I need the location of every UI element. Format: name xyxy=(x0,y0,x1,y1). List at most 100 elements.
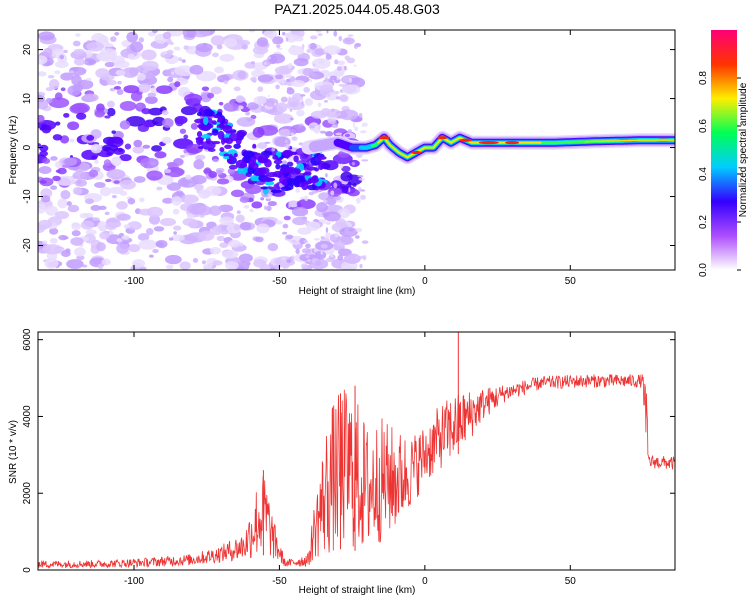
spectrogram-blob xyxy=(94,109,106,118)
spectrogram-blob xyxy=(173,231,177,235)
spectrogram-xtick-label: 50 xyxy=(565,276,577,287)
spectrogram-blob xyxy=(55,121,61,126)
spectrogram-blob xyxy=(67,85,82,96)
spectrogram-faint-blob xyxy=(264,141,271,144)
spectrogram-blob xyxy=(207,92,215,99)
spectrogram-blob xyxy=(252,126,265,138)
spectrogram-blob xyxy=(132,259,146,268)
spectrogram-blob xyxy=(223,80,229,85)
spectrogram-faint-blob xyxy=(323,236,330,239)
spectrogram-faint-blob xyxy=(295,248,300,255)
colorbar-tick-label: 0.2 xyxy=(698,215,709,229)
spectrogram-blob xyxy=(136,73,146,81)
spectrogram-blob xyxy=(262,59,271,67)
spectrogram-blob xyxy=(184,93,203,104)
spectrogram-core-blob xyxy=(272,154,279,160)
spectrogram-blob xyxy=(327,187,342,197)
spectrogram-faint-blob xyxy=(359,130,367,134)
colorbar-label: Normalized spectral amplitude xyxy=(738,82,749,217)
spectrogram-blob xyxy=(96,52,108,61)
spectrogram-faint-blob xyxy=(288,96,291,102)
spectrogram-blob xyxy=(195,154,206,160)
spectrogram-blob xyxy=(127,53,136,60)
spectrogram-blob xyxy=(67,204,80,213)
spectrogram-faint-blob xyxy=(304,195,309,202)
spectrogram-core-blob xyxy=(233,153,238,158)
spectrogram-blob xyxy=(214,66,224,74)
spectrogram-faint-blob xyxy=(312,190,318,194)
spectrogram-faint-blob xyxy=(323,214,329,218)
spectrogram-blob xyxy=(173,157,184,166)
spectrogram-faint-blob xyxy=(335,132,343,136)
spectrogram-blob xyxy=(88,169,99,178)
snr-ylabel: SNR (10 * v/v) xyxy=(8,420,19,484)
spectrogram-faint-blob xyxy=(271,147,276,152)
spectrogram-faint-blob xyxy=(303,240,309,244)
spectrogram-blob xyxy=(293,57,309,67)
spectrogram-faint-blob xyxy=(301,100,304,106)
spectrogram-blob xyxy=(185,143,203,154)
spectrogram-faint-blob xyxy=(325,227,329,233)
spectrogram-blob xyxy=(123,224,130,229)
spectrogram-blob xyxy=(148,107,164,116)
spectrogram-faint-blob xyxy=(351,161,356,166)
spectrogram-blob xyxy=(75,33,81,37)
spectrogram-blob xyxy=(82,93,99,102)
spectrogram-blob xyxy=(92,217,100,221)
spectrogram-faint-blob xyxy=(322,199,328,203)
spectrogram-faint-blob xyxy=(359,263,363,269)
spectrogram-blob xyxy=(142,120,153,128)
spectrogram-blob xyxy=(228,239,241,248)
spectrogram-blob xyxy=(184,152,190,157)
spectrogram-blob xyxy=(40,180,47,184)
spectrogram-blob xyxy=(60,189,71,200)
spectrogram-faint-blob xyxy=(295,30,300,34)
spectrogram-blob xyxy=(243,205,250,209)
spectrogram-faint-blob xyxy=(354,126,359,132)
spectrogram-blob xyxy=(230,189,245,198)
spectrogram-faint-blob xyxy=(358,177,365,181)
snr-ytick-label: 2000 xyxy=(22,482,33,505)
spectrogram-blob xyxy=(228,164,238,170)
spectrogram-blob xyxy=(71,222,82,231)
spectrogram-core-blob xyxy=(228,153,233,160)
spectrogram-blob xyxy=(154,151,167,159)
spectrogram-blob xyxy=(336,242,346,247)
spectrogram-blob xyxy=(237,70,247,80)
spectrogram-faint-blob xyxy=(318,59,325,64)
spectrogram-blob xyxy=(142,144,151,149)
spectrogram-blob xyxy=(202,263,213,270)
spectrogram-blob xyxy=(105,222,118,231)
spectrogram-ylabel: Frequency (Hz) xyxy=(8,116,19,185)
spectrogram-blob xyxy=(211,52,219,58)
spectrogram-blob xyxy=(174,81,181,88)
spectrogram-blob xyxy=(250,61,256,65)
spectrogram-core-blob xyxy=(318,162,324,171)
spectrogram-blob xyxy=(224,261,239,270)
spectrogram-blob xyxy=(38,219,53,229)
spectrogram-blob xyxy=(201,260,206,265)
spectrogram-blob xyxy=(314,250,327,260)
spectrogram-blob xyxy=(47,74,55,79)
spectrogram-blob xyxy=(352,183,357,187)
spectrogram-blob xyxy=(113,180,120,184)
spectrogram-blob xyxy=(235,95,245,103)
spectrogram-faint-blob xyxy=(281,160,288,166)
spectrogram-blob xyxy=(132,145,145,154)
spectrogram-core-blob xyxy=(293,155,299,163)
spectrogram-blob xyxy=(104,211,110,216)
spectrogram-blob xyxy=(281,32,286,36)
spectrogram-core-blob xyxy=(198,123,209,131)
spectrogram-blob xyxy=(96,103,105,113)
spectrogram-blob xyxy=(141,60,159,71)
spectrogram-blob xyxy=(74,247,86,257)
spectrogram-blob xyxy=(133,176,146,183)
spectrogram-blob xyxy=(150,161,158,166)
spectrogram-blob xyxy=(113,86,122,90)
snr-line xyxy=(38,374,675,569)
spectrogram-blob xyxy=(250,76,257,82)
spectrogram-core-blob xyxy=(219,147,225,153)
spectrogram-blob xyxy=(260,197,265,201)
